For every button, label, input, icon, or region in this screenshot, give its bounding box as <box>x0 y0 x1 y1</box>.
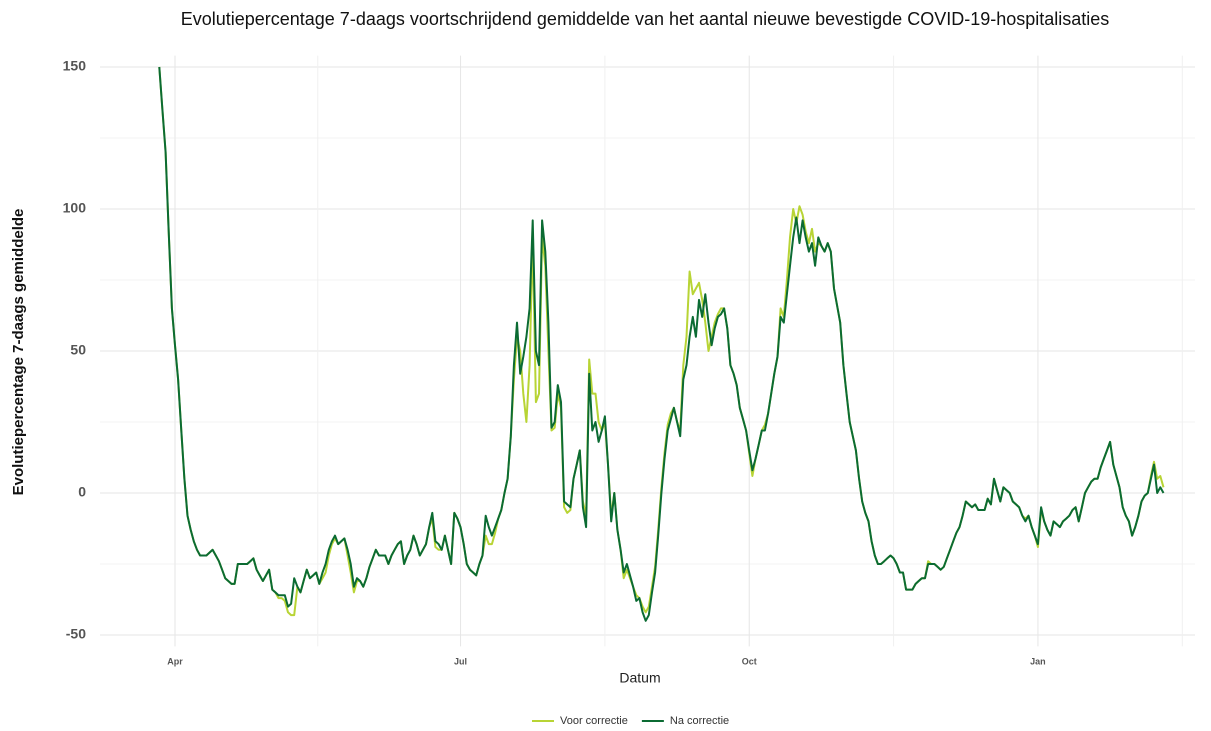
y-axis-title: Evolutiepercentage 7-daags gemiddelde <box>10 209 27 496</box>
series-line <box>158 66 1165 617</box>
x-axis-title: Datum <box>619 670 660 686</box>
y-tick-label: 150 <box>63 58 87 74</box>
legend-label: Voor correctie <box>560 715 628 727</box>
grid: -50 0 50 100 150 Apr Jul Oct Jan <box>63 55 1195 666</box>
x-tick-label: Apr <box>167 656 183 666</box>
plot-area <box>158 66 1165 622</box>
legend-label: Na correctie <box>670 715 729 727</box>
y-tick-label: -50 <box>66 626 86 642</box>
x-tick-label: Jan <box>1030 656 1046 666</box>
y-tick-label: 100 <box>63 200 87 216</box>
y-tick-label: 50 <box>70 342 86 358</box>
series-line <box>158 66 1165 622</box>
x-tick-label: Oct <box>742 656 757 666</box>
legend: Voor correctie Na correctie <box>532 715 729 727</box>
chart-title: Evolutiepercentage 7-daags voortschrijde… <box>181 9 1110 29</box>
y-tick-label: 0 <box>78 484 86 500</box>
x-tick-label: Jul <box>454 656 467 666</box>
